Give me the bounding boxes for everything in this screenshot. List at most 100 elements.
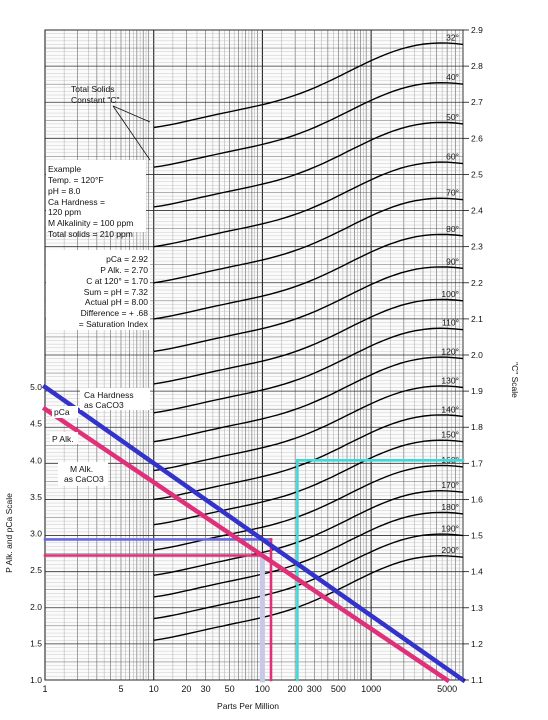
temperature-curve xyxy=(153,533,464,620)
x-tick-label: 5 xyxy=(118,684,123,694)
m-alk-label-line1: M Alk. xyxy=(70,464,93,474)
y-right-tick-label: 2.6 xyxy=(471,133,483,143)
x-tick-label: 5000 xyxy=(437,684,457,694)
y-right-tick-label: 2.9 xyxy=(471,25,483,35)
result-line-1: P Alk. = 2.70 xyxy=(100,265,148,275)
y-right-axis-title: "C" Scale xyxy=(510,362,520,398)
total-solids-pointer-2 xyxy=(112,105,151,161)
data-lines xyxy=(41,383,467,684)
ca-hardness-label-line2: as CaCO3 xyxy=(84,400,124,410)
x-tick-label: 200 xyxy=(288,684,303,694)
x-tick-label: 100 xyxy=(255,684,270,694)
y-right-tick-label: 2.3 xyxy=(471,242,483,252)
temperature-curve xyxy=(153,511,464,598)
x-tick-label: 10 xyxy=(149,684,159,694)
temperature-curve-label: 130° xyxy=(441,376,459,386)
example-line-3: Ca Hardness = xyxy=(48,197,105,207)
temperature-curve xyxy=(153,385,464,472)
temperature-curve xyxy=(153,554,464,641)
result-block: pCa = 2.92 P Alk. = 2.70 C at 120° = 1.7… xyxy=(46,250,150,330)
y-right-tick-label: 2.7 xyxy=(471,97,483,107)
x-tick-label: 20 xyxy=(181,684,191,694)
x-tick-label: 300 xyxy=(307,684,322,694)
temperature-curve xyxy=(153,266,464,353)
result-line-4: Actual pH = 8.00 xyxy=(85,297,148,307)
result-line-0: pCa = 2.92 xyxy=(106,254,148,264)
example-line-0: Example xyxy=(48,164,81,174)
y-right-tick-label: 2.0 xyxy=(471,350,483,360)
y-left-tick-label: 1.0 xyxy=(30,675,42,685)
y-right-tick-label: 1.2 xyxy=(471,639,483,649)
temperature-curve xyxy=(153,439,464,526)
temperature-curve-label: 110° xyxy=(442,318,459,328)
example-line-5: M Alkalinity = 100 ppm xyxy=(48,218,133,228)
y-right-tick-label: 1.8 xyxy=(471,422,483,432)
temperature-curve-label: 40° xyxy=(446,72,459,82)
temperature-curve-label: 180° xyxy=(441,502,459,512)
temperature-curve-label: 80° xyxy=(446,224,459,234)
temperature-curve-label: 170° xyxy=(441,480,459,490)
temperature-curve xyxy=(153,298,464,385)
y-right-tick-label: 1.3 xyxy=(471,603,483,613)
temperature-curve-label: 120° xyxy=(441,347,459,357)
y-right-tick-label: 2.2 xyxy=(471,278,483,288)
total-solids-label-line2: Constant "C" xyxy=(71,95,120,105)
chart-axes: 1 5 10 20 30 50 100 200 300 500 1000 5000 1.0 1.5 2.0 2… xyxy=(30,25,483,694)
y-right-tick-label: 1.1 xyxy=(471,675,483,685)
x-tick-label: 50 xyxy=(225,684,235,694)
temperature-curves: 32° 40° 50° 60° 70° 80° 90° 100° 110° 120° 130° 140… xyxy=(153,32,464,641)
temperature-curve xyxy=(153,42,464,129)
temperature-curve xyxy=(153,233,464,320)
y-left-tick-label: 2.0 xyxy=(30,602,42,612)
palk-label: P Alk. xyxy=(52,434,74,444)
result-line-2: C at 120° = 1.70 xyxy=(86,276,148,286)
x-tick-label: 1000 xyxy=(361,684,381,694)
y-left-tick-label: 5.0 xyxy=(30,382,42,392)
temperature-curve-label: 50° xyxy=(446,112,459,122)
x-tick-label: 500 xyxy=(331,684,346,694)
y-left-tick-label: 4.0 xyxy=(30,455,42,465)
temperature-curve-label: 140° xyxy=(441,404,459,414)
result-line-5: Difference = + .68 xyxy=(81,308,149,318)
y-left-tick-label: 3.0 xyxy=(30,529,42,539)
total-solids-label: Total Solids Constant "C" xyxy=(71,84,151,161)
y-right-tick-label: 1.9 xyxy=(471,386,483,396)
y-right-tick-label: 1.5 xyxy=(471,531,483,541)
series-labels: Ca Hardness as CaCO3 pCa P Alk. M Alk. a… xyxy=(50,388,150,486)
y-right-tick-label: 2.4 xyxy=(471,206,483,216)
temperature-curve xyxy=(153,327,464,414)
y-left-tick-label: 2.5 xyxy=(30,565,42,575)
chart-grid xyxy=(44,29,464,681)
temperature-curve-label: 150° xyxy=(441,430,459,440)
temperature-curve-label: 60° xyxy=(446,152,459,162)
temperature-curve-label: 70° xyxy=(446,188,459,198)
temperature-curve-label: 90° xyxy=(446,256,459,266)
temperature-curve-label: 200° xyxy=(441,545,459,555)
example-line-1: Temp. = 120°F xyxy=(48,175,104,185)
y-right-tick-label: 1.7 xyxy=(471,458,483,468)
x-axis-title: Parts Per Million xyxy=(217,701,279,711)
temperature-curve xyxy=(153,161,464,248)
result-line-6: = Saturation Index xyxy=(79,319,149,329)
y-right-tick-label: 2.8 xyxy=(471,61,483,71)
series-line xyxy=(41,383,467,684)
temperature-curve-label: 32° xyxy=(446,32,459,42)
y-left-tick-label: 1.5 xyxy=(30,638,42,648)
y-left-tick-label: 3.5 xyxy=(30,492,42,502)
x-tick-label: 30 xyxy=(201,684,211,694)
y-right-tick-label: 1.4 xyxy=(471,567,483,577)
temperature-curve xyxy=(153,81,464,168)
series-line xyxy=(41,405,451,684)
m-alk-label-line2: as CaCO3 xyxy=(64,474,104,484)
temperature-curve xyxy=(153,356,464,443)
temperature-curve xyxy=(153,197,464,284)
total-solids-label-line1: Total Solids xyxy=(71,84,114,94)
example-line-6: Total solids = 210 ppm xyxy=(48,229,133,239)
temperature-curve xyxy=(153,121,464,208)
temperature-curve-label: 100° xyxy=(441,289,459,299)
pca-label: pCa xyxy=(54,407,70,417)
temperature-curve xyxy=(153,489,464,576)
y-right-tick-label: 1.6 xyxy=(471,494,483,504)
example-line-4: 120 ppm xyxy=(48,207,81,217)
result-line-3: Sum = pH = 7.32 xyxy=(84,287,149,297)
